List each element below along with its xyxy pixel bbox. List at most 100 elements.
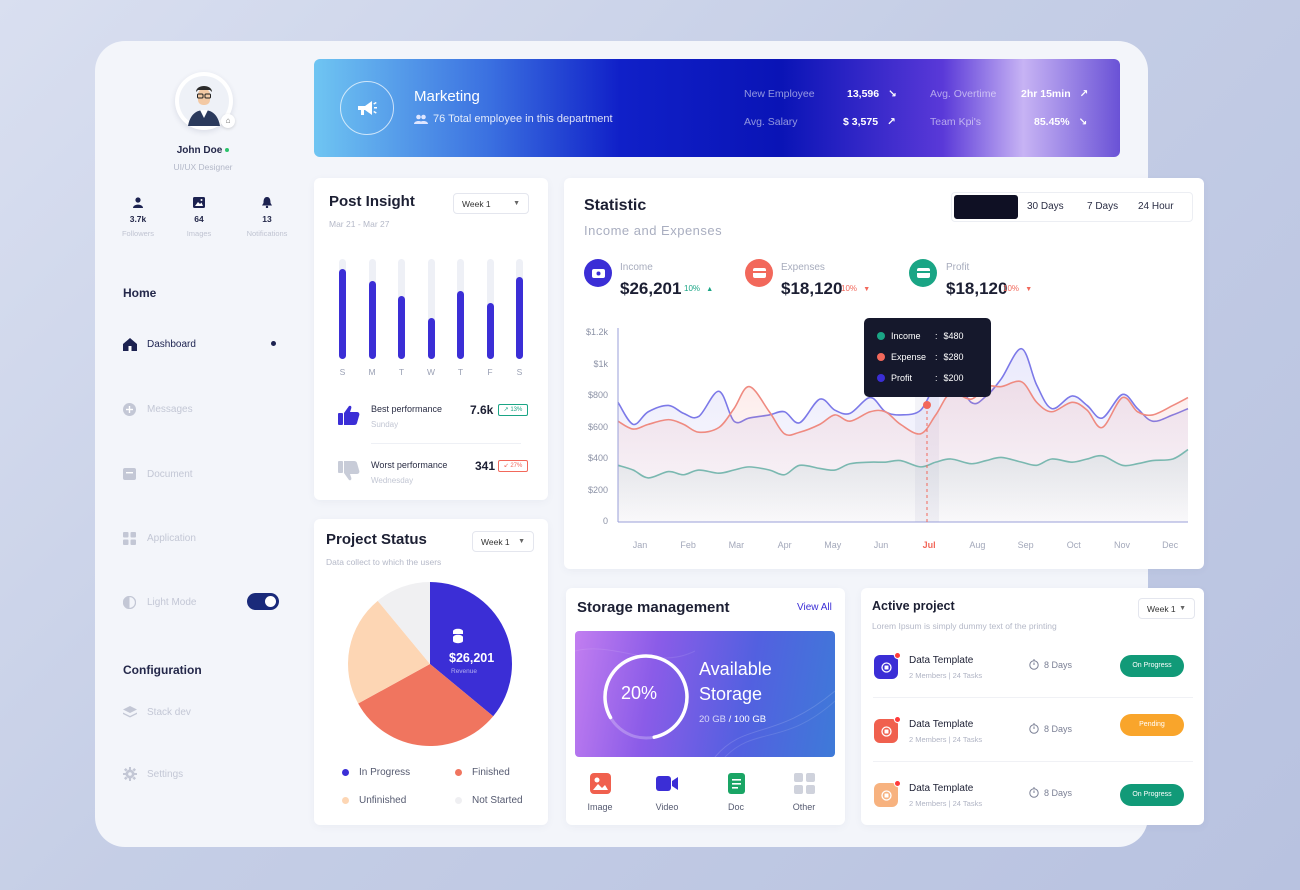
expenses-value: $18,120 bbox=[781, 279, 843, 298]
expenses-label: Expenses bbox=[781, 262, 825, 273]
project-name: Data Template bbox=[909, 783, 974, 794]
day-label: T bbox=[398, 367, 405, 377]
home-icon bbox=[122, 337, 137, 352]
caret-down-icon: ▼ bbox=[513, 200, 520, 207]
post-insight-title: Post Insight bbox=[329, 193, 415, 210]
file-type-label: Doc bbox=[727, 802, 744, 812]
sidebar-item-messages[interactable]: Messages bbox=[122, 400, 193, 418]
dropdown-value: Week 1 bbox=[481, 536, 510, 547]
range-tab-30-days[interactable]: 30 Days bbox=[1027, 201, 1064, 212]
stat-notifications[interactable]: 13 Notifications bbox=[237, 197, 297, 238]
sidebar-item-stack-dev[interactable]: Stack dev bbox=[122, 703, 191, 721]
stat-value: 64 bbox=[194, 214, 204, 224]
pie-slice-unfinished bbox=[348, 600, 430, 704]
expenses-change: 10% ▼ bbox=[841, 284, 870, 293]
worst-performance-label: Worst performance bbox=[371, 460, 448, 470]
sidebar-item-label: Settings bbox=[147, 768, 184, 780]
income-change: 10% ▲ bbox=[684, 284, 713, 293]
stat-images[interactable]: 64 Images bbox=[169, 197, 229, 238]
caret-down-icon: ▼ bbox=[518, 538, 525, 545]
view-all-link[interactable]: View All bbox=[797, 602, 832, 613]
configuration-heading: Configuration bbox=[123, 663, 202, 677]
stat-label: Images bbox=[186, 229, 212, 238]
dropdown-value: Week 1 bbox=[1147, 603, 1176, 614]
banner-stat-label: Team Kpi's bbox=[930, 116, 982, 128]
days-text: 8 Days bbox=[1044, 723, 1073, 734]
users-icon bbox=[414, 114, 428, 124]
profit-change: 10% ▼ bbox=[1003, 284, 1032, 293]
active-project-week-dropdown[interactable]: Week 1 ▼ bbox=[1138, 598, 1195, 619]
department-subtitle-row: 76 Total employee in this department bbox=[414, 113, 613, 125]
home-heading: Home bbox=[123, 286, 157, 300]
day-label: W bbox=[426, 367, 436, 377]
day-label: T bbox=[457, 367, 464, 377]
sidebar-item-document[interactable]: Document bbox=[122, 465, 193, 483]
sidebar-item-application[interactable]: Application bbox=[122, 529, 196, 547]
sidebar-item-label: Messages bbox=[147, 403, 193, 415]
file-type-image[interactable]: Image bbox=[575, 772, 625, 812]
tooltip-dot bbox=[877, 374, 885, 382]
banner-stat-avg-salary: Avg. Salary $ 3,575 ↗ bbox=[744, 116, 896, 128]
project-status-week-dropdown[interactable]: Week 1 ▼ bbox=[472, 531, 534, 552]
tooltip-label: Profit bbox=[891, 373, 913, 383]
sidebar-item-dashboard[interactable]: Dashboard bbox=[122, 335, 196, 353]
x-tick-label: Sep bbox=[1017, 540, 1034, 550]
pie-slice-finished bbox=[358, 664, 494, 746]
profit-metric-icon bbox=[909, 259, 937, 287]
worst-performance-day: Wednesday bbox=[371, 476, 414, 485]
storage-used: 20 GB bbox=[699, 714, 726, 725]
statistic-subtitle: Income and Expenses bbox=[584, 223, 723, 238]
range-tab-active[interactable] bbox=[954, 195, 1018, 219]
x-tick-label: Jan bbox=[632, 540, 648, 550]
notification-dot bbox=[894, 780, 901, 787]
project-name: Data Template bbox=[909, 719, 974, 730]
tooltip-dot bbox=[877, 332, 885, 340]
image-file-icon bbox=[589, 772, 611, 794]
avatar-edit-icon[interactable]: ⌂ bbox=[221, 114, 235, 128]
row-divider bbox=[873, 697, 1193, 698]
file-type-label: Other bbox=[792, 802, 816, 812]
chart-tooltip: Income: $480 Expense: $280 Profit: $200 bbox=[864, 318, 991, 397]
project-file-icon bbox=[874, 652, 901, 679]
file-type-other[interactable]: Other bbox=[779, 772, 829, 812]
trend-up-icon: ↗ bbox=[886, 116, 896, 128]
trend-down-icon: ↘ bbox=[1078, 116, 1088, 128]
light-mode-toggle[interactable] bbox=[247, 593, 279, 610]
file-type-video[interactable]: Video bbox=[642, 772, 692, 812]
file-type-doc[interactable]: Doc bbox=[711, 772, 761, 812]
post-insight-week-dropdown[interactable]: Week 1 ▼ bbox=[453, 193, 529, 214]
storage-available-heading: Available Storage bbox=[699, 657, 772, 707]
legend-dot bbox=[342, 797, 349, 804]
banner-stat-value: 13,596 ↘ bbox=[847, 88, 897, 100]
bar-track bbox=[427, 259, 435, 359]
x-tick-label: Jul bbox=[922, 540, 936, 550]
x-tick-label: Dec bbox=[1162, 540, 1179, 550]
stat-followers[interactable]: 3.7k Followers bbox=[108, 197, 168, 238]
sidebar-item-settings[interactable]: Settings bbox=[122, 765, 183, 783]
banner-stat-label: Avg. Overtime bbox=[930, 88, 997, 100]
legend-not-started: Not Started bbox=[455, 795, 523, 806]
range-tab-24-hour[interactable]: 24 Hour bbox=[1138, 201, 1174, 212]
avatar[interactable]: ⌂ bbox=[175, 72, 235, 130]
project-status-title: Project Status bbox=[326, 531, 427, 548]
sidebar-item-light-mode[interactable]: Light Mode bbox=[122, 593, 196, 611]
bar-track bbox=[398, 259, 405, 359]
best-performance-label: Best performance bbox=[371, 404, 443, 414]
range-tab-7-days[interactable]: 7 Days bbox=[1087, 201, 1119, 212]
sidebar-item-label: Light Mode bbox=[147, 596, 197, 608]
best-performance-value: 7.6k bbox=[470, 403, 494, 417]
project-meta: 2 Members | 24 Tasks bbox=[909, 735, 983, 744]
tooltip-value: $280 bbox=[943, 352, 964, 362]
stat-label: Followers bbox=[121, 229, 155, 238]
trend-up-icon: ↗ bbox=[1079, 88, 1089, 100]
pct-text: 10% bbox=[1003, 284, 1020, 293]
project-days: 8 Days bbox=[1029, 659, 1072, 670]
user-icon bbox=[133, 197, 143, 208]
x-tick-label: May bbox=[824, 540, 842, 550]
tooltip-sep: : bbox=[935, 352, 938, 362]
trend-down-icon: ↘ bbox=[888, 88, 897, 100]
tooltip-label: Expense bbox=[891, 352, 927, 362]
pie-center-label: Revenue bbox=[451, 668, 478, 675]
legend-dot bbox=[455, 797, 462, 804]
legend-label: Unfinished bbox=[359, 795, 407, 806]
